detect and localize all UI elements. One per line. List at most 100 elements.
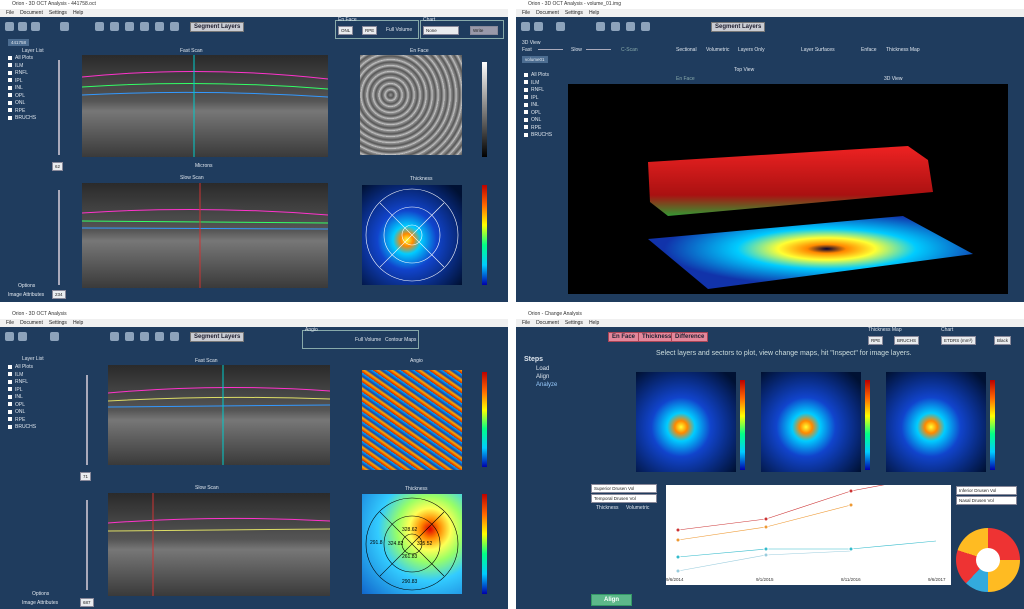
layer-row[interactable]: ILM (524, 80, 552, 88)
radio[interactable]: Thickness (596, 505, 619, 511)
checkbox[interactable] (8, 108, 12, 113)
checkbox[interactable] (524, 80, 528, 85)
icon[interactable] (60, 22, 69, 31)
view-tab[interactable]: 3D View (884, 76, 903, 82)
select[interactable]: RPE (868, 336, 884, 345)
checkbox[interactable] (524, 125, 528, 130)
checkbox-label[interactable]: Full Volume (386, 27, 413, 33)
checkbox[interactable] (8, 417, 12, 422)
align-button[interactable]: Align (591, 594, 632, 606)
layer-row[interactable]: BRUCHS (8, 115, 36, 123)
layer-row[interactable]: RPE (524, 125, 552, 133)
checkbox[interactable] (8, 379, 12, 384)
checkbox[interactable] (8, 100, 12, 105)
checkbox[interactable] (8, 424, 12, 429)
view-tab[interactable]: En Face (676, 76, 695, 82)
layer-row[interactable]: ILM (8, 63, 36, 71)
layer-row[interactable]: ONL (8, 409, 36, 417)
checkbox[interactable] (524, 95, 528, 100)
icon[interactable] (641, 22, 650, 31)
layer-row[interactable]: ILM (8, 372, 36, 380)
select[interactable]: RPE (362, 26, 378, 35)
icon[interactable] (596, 22, 605, 31)
tab[interactable]: volume01 (522, 56, 548, 63)
menu-item[interactable]: Document (20, 320, 43, 326)
footer-link[interactable]: Options (18, 283, 36, 289)
icon[interactable] (125, 22, 134, 31)
layer-row[interactable]: IPL (8, 387, 36, 395)
icon[interactable] (18, 22, 27, 31)
select[interactable]: Inferior Drusen Vol (956, 486, 1017, 495)
step[interactable]: Analyze (536, 382, 558, 388)
layer-row[interactable]: RPE (8, 417, 36, 425)
footer-link[interactable]: Image Attributes (22, 600, 59, 606)
icon[interactable] (611, 22, 620, 31)
segment-button[interactable]: Segment Layers (190, 332, 245, 342)
radio[interactable]: Volumetric (626, 505, 650, 511)
layer-row[interactable]: IPL (8, 78, 36, 86)
icon[interactable] (140, 22, 149, 31)
layer-row[interactable]: BRUCHS (8, 424, 36, 432)
select[interactable]: Temporal Drusen Vol (591, 494, 657, 503)
checkbox[interactable] (8, 55, 12, 60)
icon[interactable] (31, 22, 40, 31)
icon[interactable] (170, 22, 179, 31)
checkbox[interactable] (8, 402, 12, 407)
icon[interactable] (18, 332, 27, 341)
layer-row[interactable]: INL (524, 102, 552, 110)
layer-row[interactable]: RNFL (524, 87, 552, 95)
menu-item[interactable]: Help (588, 10, 600, 16)
menu-item[interactable]: Help (72, 320, 84, 326)
footer-link[interactable]: Options (32, 591, 50, 597)
control[interactable]: Fast (522, 47, 532, 53)
radio[interactable]: Sectional (676, 47, 697, 53)
step[interactable]: Align (536, 374, 550, 380)
checkbox[interactable] (524, 72, 528, 77)
layer-row[interactable]: OPL (8, 93, 36, 101)
menu-item[interactable]: Settings (564, 10, 583, 16)
menu-item[interactable]: Settings (48, 320, 67, 326)
icon[interactable] (534, 22, 543, 31)
menu-item[interactable]: File (6, 10, 15, 16)
menu-item[interactable]: Help (72, 10, 84, 16)
slider[interactable] (586, 49, 611, 50)
slider[interactable] (58, 60, 60, 155)
footer-link[interactable]: Image Attributes (8, 292, 45, 298)
icon[interactable] (125, 332, 134, 341)
checkbox[interactable] (8, 364, 12, 369)
layer-row[interactable]: All Plots (524, 72, 552, 80)
layer-row[interactable]: INL (8, 394, 36, 402)
segment-button[interactable]: Segment Layers (190, 22, 245, 32)
checkbox[interactable] (524, 132, 528, 137)
checkbox-label[interactable]: Contour Maps (385, 337, 417, 343)
checkbox[interactable] (524, 87, 528, 92)
checkbox[interactable] (8, 387, 12, 392)
layer-row[interactable]: RNFL (8, 379, 36, 387)
checkbox[interactable] (8, 409, 12, 414)
icon[interactable] (155, 22, 164, 31)
select[interactable]: ETDRS (mm³) (941, 336, 976, 345)
icon[interactable] (170, 332, 179, 341)
menu-item[interactable]: Document (536, 320, 559, 326)
checkbox[interactable] (524, 117, 528, 122)
checkbox[interactable] (8, 70, 12, 75)
slider[interactable] (58, 190, 60, 285)
button[interactable]: Write (470, 26, 498, 35)
icon[interactable] (95, 22, 104, 31)
layer-row[interactable]: BRUCHS (524, 132, 552, 140)
radio[interactable]: Layers Only (738, 47, 765, 53)
layer-row[interactable]: ONL (8, 100, 36, 108)
checkbox[interactable] (8, 78, 12, 83)
layer-row[interactable]: IPL (524, 95, 552, 103)
step[interactable]: Load (536, 366, 550, 372)
menu-item[interactable]: Settings (48, 10, 67, 16)
tab-button[interactable]: En Face (608, 332, 640, 342)
segment-button[interactable]: Segment Layers (711, 22, 766, 32)
checkbox-label[interactable]: Enface (861, 47, 877, 53)
menu-item[interactable]: Help (588, 320, 600, 326)
checkbox-label[interactable]: Thickness Map (886, 47, 920, 53)
select[interactable]: None (423, 26, 459, 35)
slider[interactable] (86, 375, 88, 465)
select[interactable]: BRUCHS (894, 336, 920, 345)
icon[interactable] (50, 332, 59, 341)
